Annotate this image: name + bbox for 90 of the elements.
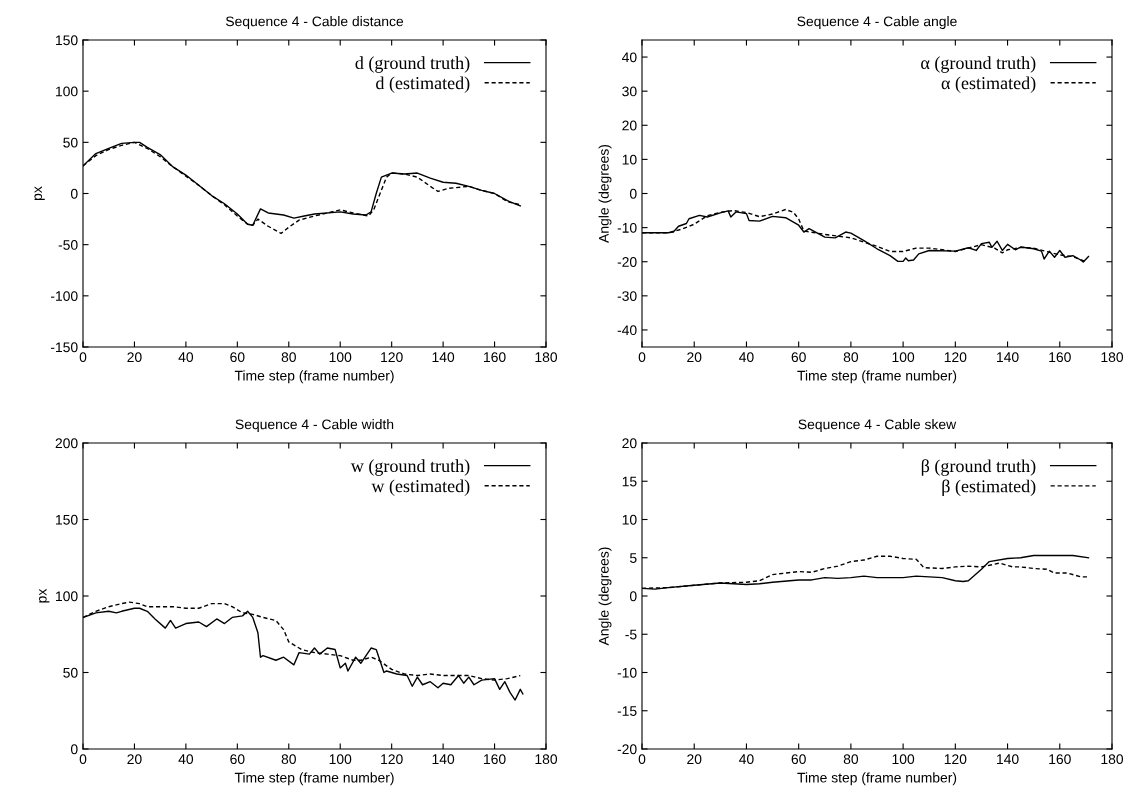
x-axis-title: Time step (frame number) xyxy=(797,370,957,384)
y-tick-label: -15 xyxy=(617,706,637,716)
y-tick-label: 40 xyxy=(622,52,637,63)
legend-label: w (ground truth) xyxy=(350,459,470,476)
y-axis-title: Angle (degrees) xyxy=(598,547,612,646)
legend-label: β (ground truth) xyxy=(921,459,1036,476)
x-tick-label: 60 xyxy=(791,352,806,363)
legend-label: α (estimated) xyxy=(941,76,1036,93)
y-tick-label: 100 xyxy=(56,591,78,602)
x-tick-label: 40 xyxy=(178,754,194,765)
y-tick-label: -100 xyxy=(50,291,78,301)
x-tick-label: 160 xyxy=(484,352,506,363)
x-tick-label: 40 xyxy=(739,754,754,765)
legend-label: w (estimated) xyxy=(371,479,470,496)
y-tick-label: 0 xyxy=(629,188,637,199)
x-tick-label: 100 xyxy=(892,352,915,363)
y-tick-label: -20 xyxy=(617,744,637,755)
y-tick-label: 5 xyxy=(629,553,637,563)
x-tick-label: 140 xyxy=(432,352,455,363)
x-tick-label: 80 xyxy=(281,754,296,765)
x-tick-label: 80 xyxy=(843,352,859,363)
y-tick-label: 10 xyxy=(622,154,637,165)
y-tick-label: -10 xyxy=(617,667,637,678)
y-tick-label: -10 xyxy=(617,222,637,233)
x-axis-title: Time step (frame number) xyxy=(797,772,957,786)
y-tick-label: -5 xyxy=(625,629,637,640)
legend-label: α (ground truth) xyxy=(921,56,1036,73)
x-tick-label: 40 xyxy=(739,352,754,363)
x-tick-label: 60 xyxy=(791,754,806,765)
y-tick-label: 10 xyxy=(622,514,637,525)
x-tick-label: 160 xyxy=(484,754,506,765)
x-tick-label: 80 xyxy=(843,754,859,765)
x-tick-label: 120 xyxy=(944,352,967,363)
y-tick-label: 30 xyxy=(622,86,637,97)
x-tick-label: 80 xyxy=(281,352,296,363)
x-tick-label: 0 xyxy=(79,352,87,363)
x-tick-label: 140 xyxy=(997,754,1019,765)
y-tick-label: 20 xyxy=(622,120,637,131)
x-tick-label: 20 xyxy=(687,754,702,765)
y-tick-label: -30 xyxy=(617,291,637,301)
x-tick-label: 60 xyxy=(230,352,245,363)
x-tick-label: 100 xyxy=(329,352,352,363)
y-tick-label: 0 xyxy=(629,591,637,602)
x-axis-title: Time step (frame number) xyxy=(234,772,394,786)
x-tick-label: 160 xyxy=(1049,754,1071,765)
x-axis-title: Time step (frame number) xyxy=(234,370,394,384)
x-tick-label: 160 xyxy=(1049,352,1071,363)
y-axis-title: Angle (degrees) xyxy=(598,144,612,243)
x-tick-label: 20 xyxy=(127,352,142,363)
y-tick-label: 150 xyxy=(56,35,78,46)
x-tick-label: 120 xyxy=(381,754,403,765)
x-tick-label: 0 xyxy=(79,754,87,765)
x-tick-label: 140 xyxy=(997,352,1019,363)
x-tick-label: 60 xyxy=(230,754,245,765)
y-tick-label: 50 xyxy=(63,667,78,678)
x-tick-label: 120 xyxy=(381,352,403,363)
x-tick-label: 100 xyxy=(329,754,352,765)
x-tick-label: 140 xyxy=(432,754,455,765)
y-tick-label: -20 xyxy=(617,257,637,267)
legend-label: d (estimated) xyxy=(376,76,470,93)
x-tick-label: 20 xyxy=(127,754,142,765)
y-axis-title: px xyxy=(39,588,50,603)
y-tick-label: 200 xyxy=(55,438,78,449)
x-tick-label: 20 xyxy=(687,352,702,363)
chart-title: Sequence 4 - Cable angle xyxy=(797,16,957,29)
legend-label: d (ground truth) xyxy=(355,56,470,73)
x-tick-label: 120 xyxy=(944,754,967,765)
chart-title: Sequence 4 - Cable skew xyxy=(798,419,957,432)
x-tick-label: 180 xyxy=(535,754,558,765)
y-tick-label: -150 xyxy=(50,342,78,353)
y-tick-label: -40 xyxy=(617,325,637,336)
y-tick-label: 50 xyxy=(63,137,78,148)
chart-title: Sequence 4 - Cable width xyxy=(235,419,394,432)
x-tick-label: 40 xyxy=(178,352,194,363)
y-tick-label: 0 xyxy=(70,188,78,199)
y-tick-label: 150 xyxy=(56,514,78,525)
x-tick-label: 180 xyxy=(535,352,558,363)
x-tick-label: 180 xyxy=(1101,352,1124,363)
x-tick-label: 0 xyxy=(638,754,646,765)
x-tick-label: 0 xyxy=(638,352,646,363)
y-axis-title: px xyxy=(34,186,45,200)
x-tick-label: 180 xyxy=(1101,754,1124,765)
legend-label: β (estimated) xyxy=(942,479,1036,497)
chart-title: Sequence 4 - Cable distance xyxy=(225,16,404,29)
y-tick-label: 0 xyxy=(70,744,78,755)
y-tick-label: -50 xyxy=(58,240,78,250)
y-tick-label: 15 xyxy=(622,476,637,487)
y-tick-label: 100 xyxy=(56,86,78,97)
x-tick-label: 100 xyxy=(892,754,915,765)
y-tick-label: 20 xyxy=(622,438,637,449)
